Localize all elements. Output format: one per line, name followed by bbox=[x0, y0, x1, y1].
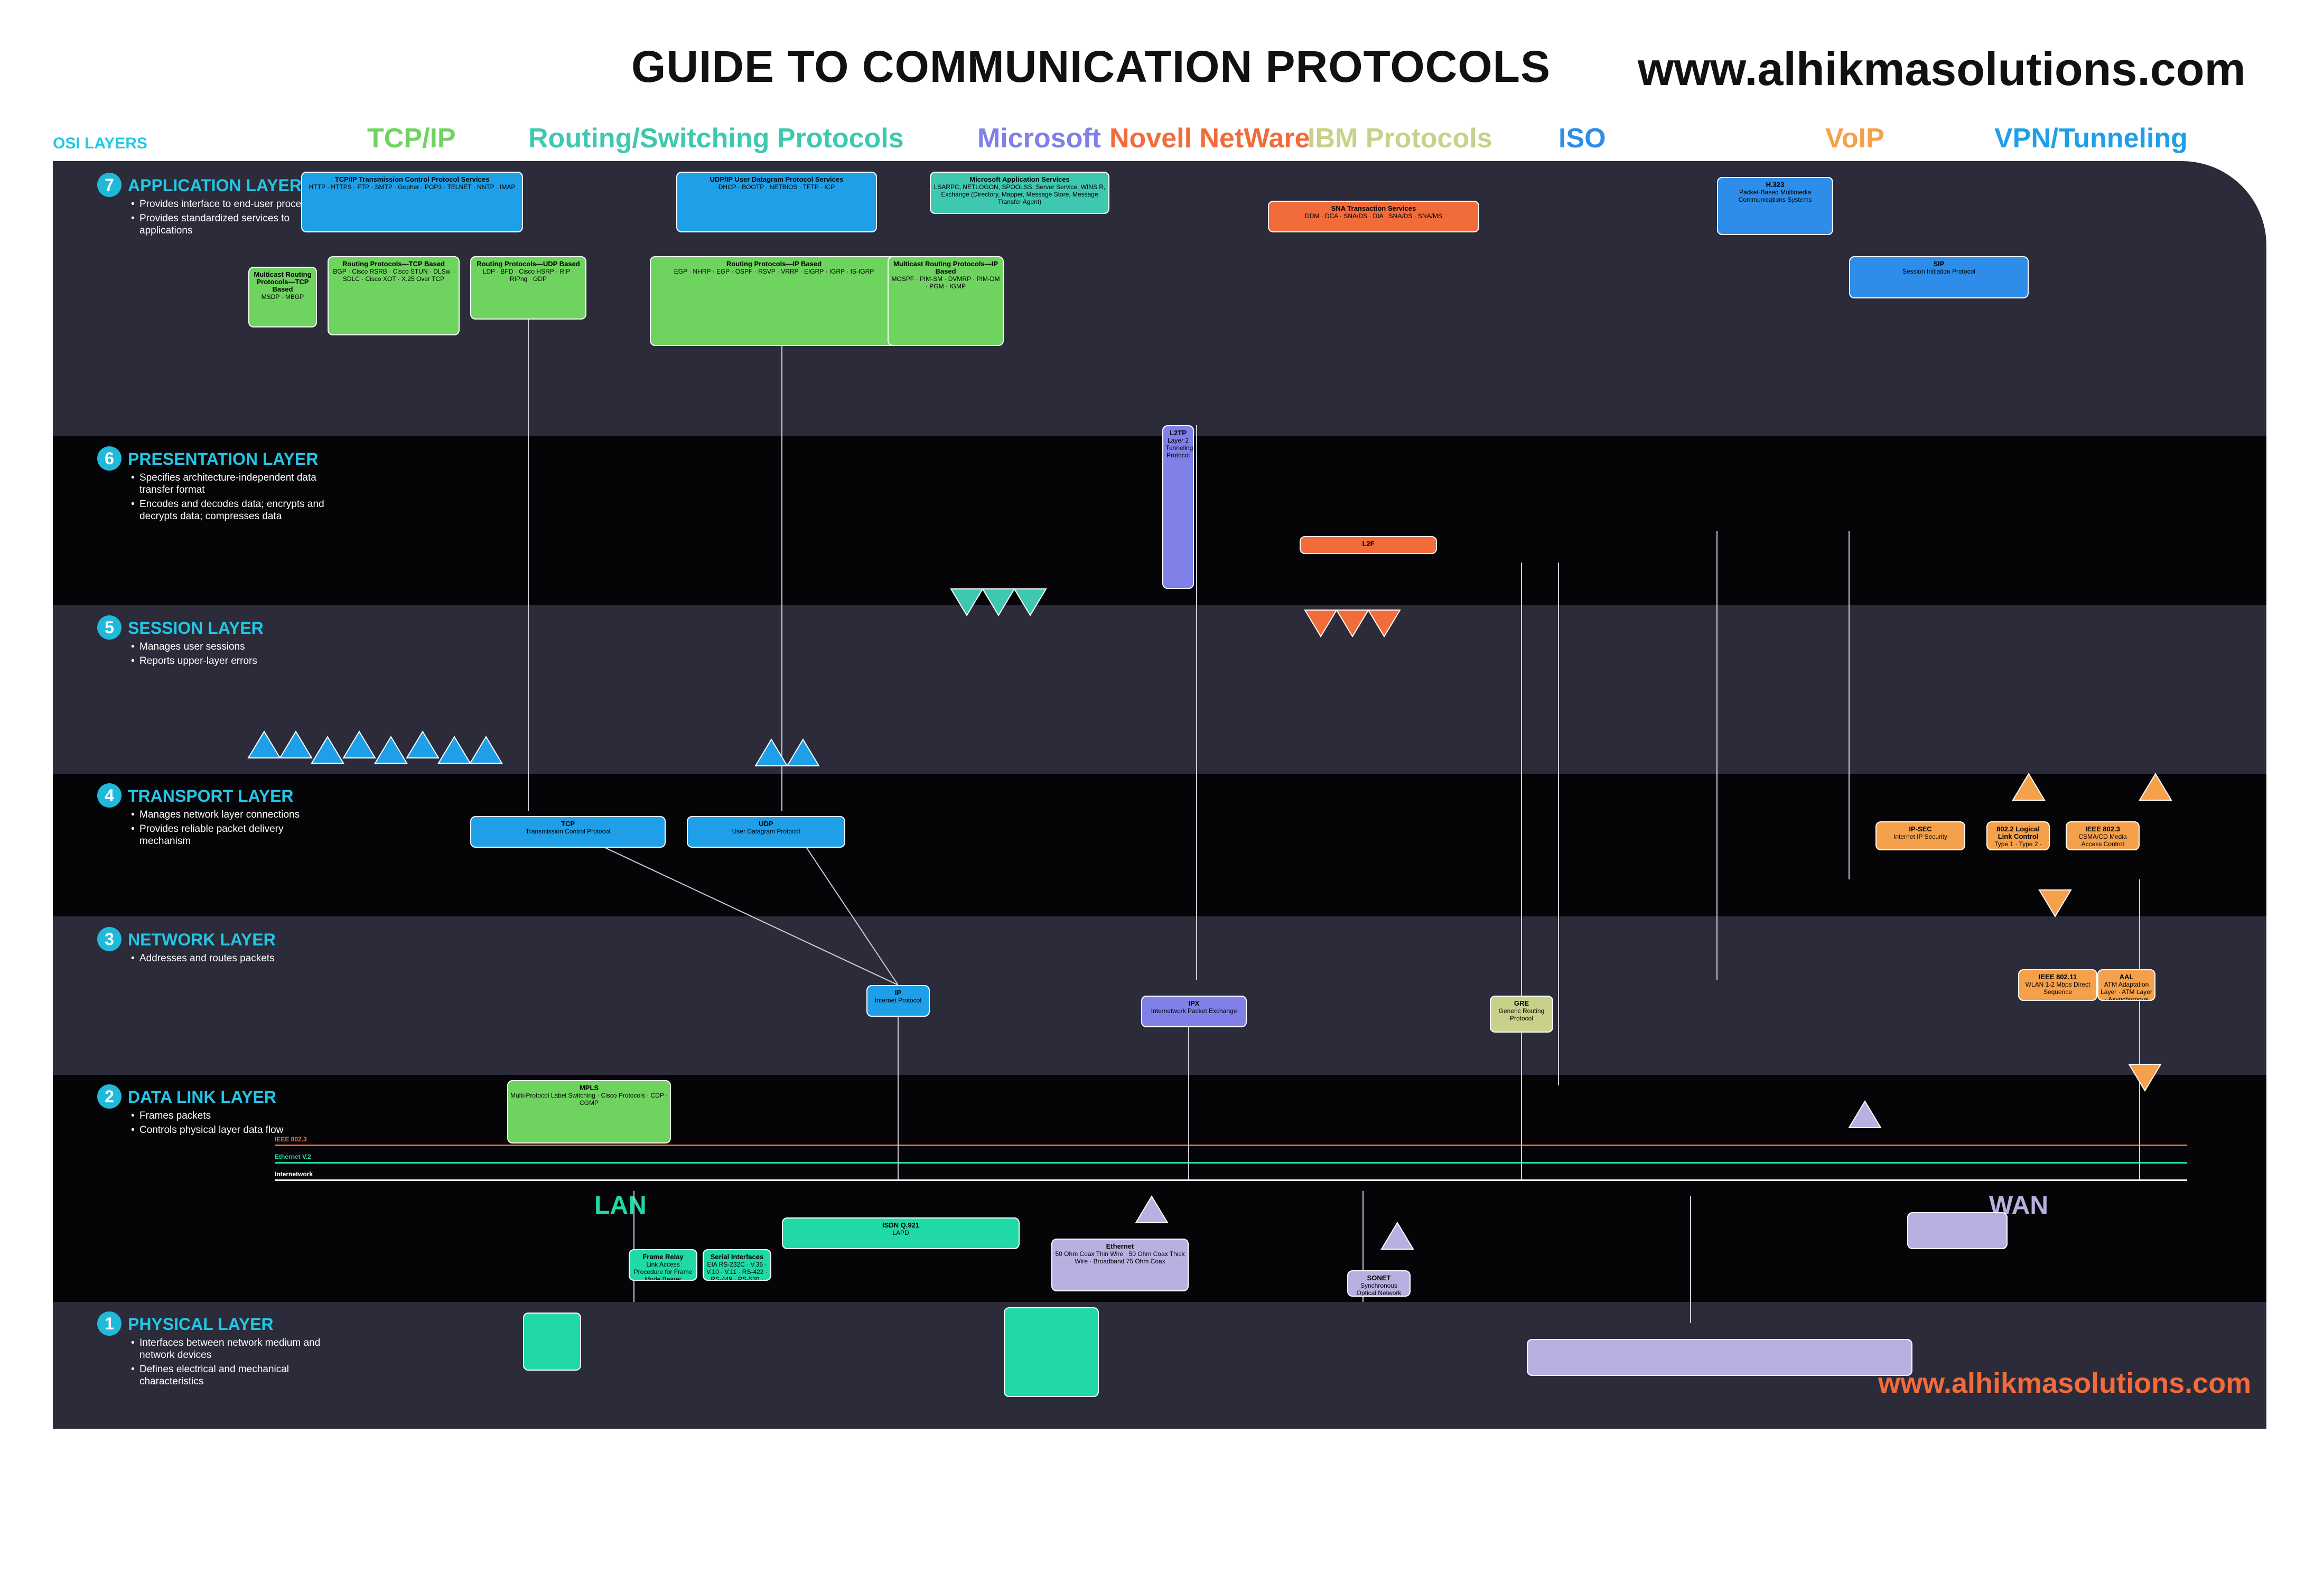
layer-7-bullets: Provides interface to end-user processes… bbox=[131, 198, 326, 239]
box-sonet[interactable] bbox=[1004, 1307, 1099, 1397]
box-ipx[interactable]: IPX Internetwork Packet Exchange bbox=[1141, 996, 1247, 1027]
layer-5-bullets: Manages user sessionsReports upper-layer… bbox=[131, 641, 326, 669]
category-microsoft: Microsoft bbox=[977, 123, 1101, 154]
ethernet-v2-label: Ethernet V.2 bbox=[275, 1153, 311, 1160]
layer-5-title: SESSION LAYER bbox=[128, 618, 264, 638]
layer-4-badge: 4 bbox=[97, 783, 122, 808]
box-ms-app[interactable]: Microsoft Application Services LSARPC, NE… bbox=[930, 172, 1109, 214]
box-pptp[interactable]: IP-SEC Internet IP Security bbox=[1875, 821, 1965, 850]
box-mpls[interactable]: MPLS Multi-Protocol Label Switching · Cis… bbox=[507, 1080, 671, 1144]
layer-7-title: APPLICATION LAYER bbox=[128, 176, 302, 195]
box-gre[interactable]: IEEE 802.11 WLAN 1-2 Mbps Direct Sequence bbox=[2018, 969, 2097, 1001]
box-x25[interactable]: GRE Generic Routing Protocol bbox=[1490, 996, 1553, 1033]
layer-3-bullets: Addresses and routes packets bbox=[131, 952, 326, 967]
layer-5-badge: 5 bbox=[97, 615, 122, 640]
box-ip[interactable]: IP Internet Protocol bbox=[866, 985, 930, 1017]
box-udp[interactable]: UDP User Datagram Protocol bbox=[687, 816, 845, 848]
category-novell: Novell NetWare bbox=[1109, 123, 1310, 154]
ieee8023-line bbox=[275, 1145, 2187, 1146]
box-multicast-ip[interactable]: Multicast Routing Protocols—IP Based MOSP… bbox=[888, 256, 1004, 346]
layer-2-badge: 2 bbox=[97, 1084, 122, 1109]
box-routing-ip[interactable]: Routing Protocols—IP Based EGP · NHRP · E… bbox=[650, 256, 898, 346]
layer-6-title: PRESENTATION LAYER bbox=[128, 449, 319, 468]
category-tcpip: TCP/IP bbox=[367, 123, 456, 154]
box-ieee80211[interactable]: Serial Interfaces EIA RS-232C · V.35 · V.… bbox=[703, 1249, 771, 1281]
box-udp-app[interactable]: UDP/IP User Datagram Protocol Services DH… bbox=[676, 172, 877, 232]
layer-1-bullets: Interfaces between network medium and ne… bbox=[131, 1337, 326, 1390]
osi-layers-label: OSI LAYERS bbox=[53, 135, 147, 152]
box-ethernet-media[interactable] bbox=[523, 1313, 581, 1371]
layer-3-title: NETWORK LAYER bbox=[128, 930, 276, 949]
page-title: GUIDE TO COMMUNICATION PROTOCOLS bbox=[631, 42, 1551, 91]
layer-6-badge: 6 bbox=[97, 446, 122, 471]
protocol-board: IEEE 802.3 Ethernet V.2 Internetwork LAN… bbox=[53, 161, 2266, 1429]
layer-4-bullets: Manages network layer connectionsProvide… bbox=[131, 809, 326, 849]
layer-1-badge: 1 bbox=[97, 1311, 122, 1336]
layer-2-bullets: Frames packetsControls physical layer da… bbox=[131, 1110, 326, 1138]
layer-3-badge: 3 bbox=[97, 927, 122, 951]
from-arrows bbox=[247, 588, 2172, 1250]
box-tcp[interactable]: TCP Transmission Control Protocol bbox=[470, 816, 666, 848]
lan-label: LAN bbox=[594, 1192, 647, 1220]
box-routing-tcp[interactable]: Routing Protocols—TCP Based BGP · Cisco R… bbox=[328, 256, 460, 335]
box-sna[interactable]: SNA Transaction Services DDM · DCA · SNA/… bbox=[1268, 201, 1479, 232]
ieee8023-label: IEEE 802.3 bbox=[275, 1136, 307, 1143]
box-tcpip-app[interactable]: TCP/IP Transmission Control Protocol Ser… bbox=[301, 172, 523, 232]
layer-2-title: DATA LINK LAYER bbox=[128, 1088, 276, 1107]
category-iso: ISO bbox=[1558, 123, 1606, 154]
box-multicast-tcp[interactable]: Multicast Routing Protocols—TCP Based MSD… bbox=[248, 267, 317, 327]
site-url-top[interactable]: www.alhikmasolutions.com bbox=[1638, 43, 2246, 95]
box-aal[interactable]: Ethernet 50 Ohm Coax Thin Wire · 50 Ohm C… bbox=[1051, 1239, 1189, 1291]
ethernet-v2-line bbox=[275, 1162, 2187, 1164]
category-voip: VoIP bbox=[1825, 123, 1884, 154]
layer-4-title: TRANSPORT LAYER bbox=[128, 786, 294, 805]
band-presentation bbox=[53, 436, 2266, 605]
site-url-bottom[interactable]: www.alhikmasolutions.com bbox=[1878, 1367, 2252, 1399]
box-ncp[interactable]: L2TP Layer 2 Tunneling Protocol bbox=[1162, 425, 1194, 589]
box-sip[interactable]: SIP Session Initiation Protocol bbox=[1849, 256, 2029, 298]
box-ipsec[interactable]: AAL ATM Adaptation Layer · ATM Layer · As… bbox=[2097, 969, 2155, 1001]
layer-6-bullets: Specifies architecture-independent data … bbox=[131, 472, 326, 524]
box-serial[interactable] bbox=[1527, 1339, 1912, 1376]
box-l2f[interactable]: IEEE 802.3 CSMA/CD Media Access Control bbox=[2066, 821, 2140, 850]
box-llc[interactable]: ISDN Q.921 LAPD bbox=[782, 1217, 1020, 1249]
box-frame-relay[interactable] bbox=[1907, 1212, 2008, 1249]
box-routing-udp[interactable]: Routing Protocols—UDP Based LDP · BFD · C… bbox=[470, 256, 586, 320]
category-ibm: IBM Protocols bbox=[1308, 123, 1492, 154]
layer-1-title: PHYSICAL LAYER bbox=[128, 1315, 274, 1334]
box-ieee8023[interactable]: Frame Relay Link Access Procedure for Fra… bbox=[629, 1249, 697, 1281]
box-isdn[interactable]: SONET Synchronous Optical Network bbox=[1347, 1270, 1411, 1297]
box-netbios[interactable]: L2F bbox=[1300, 536, 1437, 554]
box-h323-codecs[interactable]: H.323 Packet-Based Multimedia Communicati… bbox=[1717, 177, 1833, 235]
internetwork-label: Internetwork bbox=[275, 1170, 313, 1178]
internetwork-line bbox=[275, 1179, 2187, 1181]
box-l2tp[interactable]: 802.2 Logical Link Control Type 1 · Type … bbox=[1986, 821, 2050, 850]
category-routing: Routing/Switching Protocols bbox=[528, 123, 904, 154]
category-vpn: VPN/Tunneling bbox=[1994, 123, 2188, 154]
layer-7-badge: 7 bbox=[97, 173, 122, 197]
